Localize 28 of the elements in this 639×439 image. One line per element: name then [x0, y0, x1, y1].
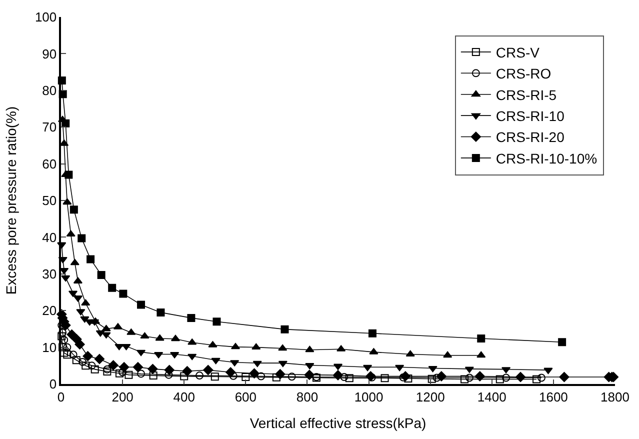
x-tick-label: 1000	[354, 389, 384, 404]
x-tick-label: 800	[296, 389, 318, 404]
y-tick-label: 70	[42, 120, 57, 135]
legend-label: CRS-RI-10-10%	[496, 150, 598, 166]
x-tick-label: 1600	[538, 389, 568, 404]
legend-label: CRS-RI-10	[496, 108, 565, 124]
x-tick-label: 200	[112, 389, 134, 404]
y-tick-label: 40	[42, 230, 57, 245]
legend-label: CRS-RO	[496, 66, 552, 82]
y-tick-label: 10	[42, 340, 57, 355]
legend-label: CRS-RI-20	[496, 129, 565, 146]
y-tick-label: 50	[42, 193, 57, 208]
legend-label: CRS-V	[496, 44, 540, 60]
y-tick-label: 100	[34, 10, 57, 25]
x-tick-label: 400	[173, 389, 195, 404]
y-axis-title: Excess pore pressure ratio(%)	[3, 106, 20, 295]
x-tick-label: 1400	[477, 389, 506, 404]
y-tick-label: 30	[42, 266, 57, 282]
y-tick-label: 0	[49, 376, 57, 392]
y-tick-label: 80	[42, 82, 57, 98]
y-tick-label: 60	[42, 156, 57, 172]
x-axis-title: Vertical effective stress(kPa)	[250, 415, 426, 432]
x-tick-label: 1200	[416, 389, 445, 404]
legend-label: CRS-RI-5	[496, 86, 557, 103]
y-tick-label: 90	[42, 46, 57, 62]
x-tick-label: 600	[234, 389, 257, 404]
x-tick-label: 1800	[600, 389, 630, 404]
y-tick-label: 20	[42, 303, 57, 318]
